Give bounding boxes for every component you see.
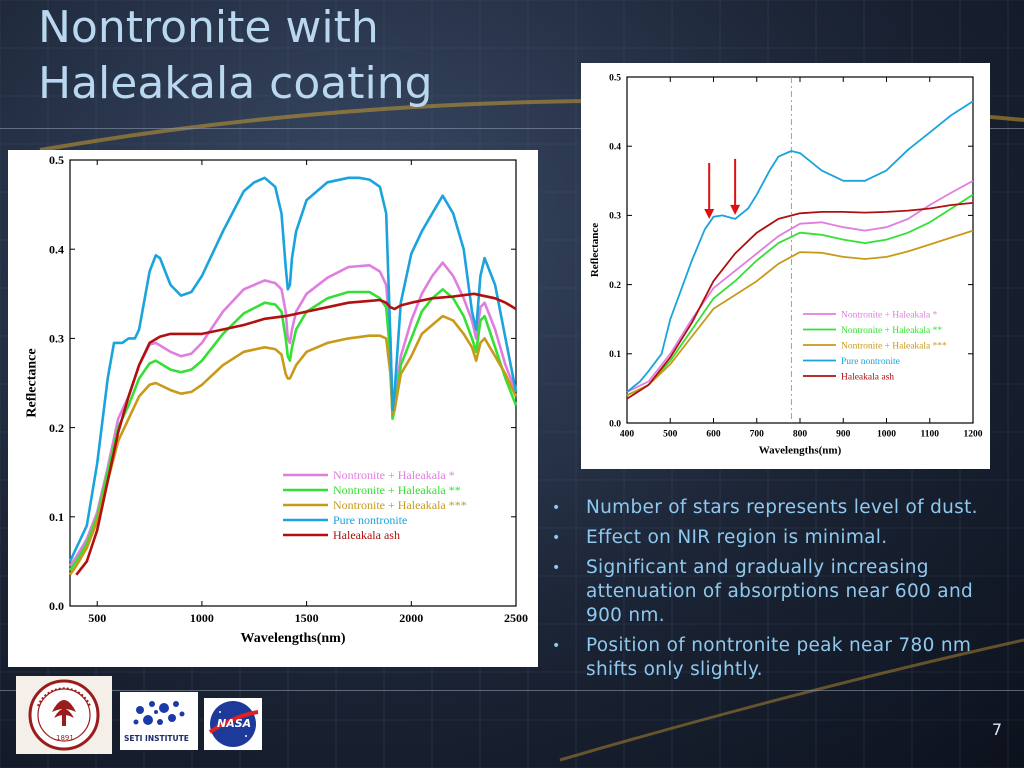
nasa-meatball-icon: NASA: [204, 698, 262, 750]
series-line: [626, 193, 974, 397]
reflectance-chart-visible-range: 400 500 600 700 800 900 1000 1100 1200 0.0 0.1 0.2 0…: [581, 63, 990, 469]
nasa-label: NASA: [217, 717, 252, 730]
y-tick-label: 0.2: [609, 281, 621, 291]
x-tick-label: 2500: [504, 611, 528, 625]
y-axis-label: Reflectance: [589, 223, 601, 277]
bullet-item: Significant and gradually increasing att…: [552, 556, 1002, 628]
legend-label: Pure nontronite: [841, 357, 900, 367]
x-tick-label: 700: [750, 430, 765, 440]
x-tick-label: 1100: [921, 430, 940, 440]
stanford-seal-icon: 1891: [16, 676, 112, 754]
x-tick-label: 600: [706, 430, 721, 440]
y-tick-label: 0.2: [49, 421, 64, 435]
y-tick-label: 0.5: [609, 73, 621, 83]
x-tick-label: 1500: [295, 611, 319, 625]
legend-label: Nontronite + Haleakala *: [333, 468, 455, 482]
legend-label: Nontronite + Haleakala ***: [333, 498, 467, 512]
y-tick-label: 0.1: [609, 350, 621, 360]
divider-bottom: [0, 690, 1024, 691]
x-tick-label: 1000: [190, 611, 214, 625]
reflectance-chart-full-range: 500 1000 1500 2000 2500 0.0 0.1 0.2 0.3 0.4 0.5 Wav…: [8, 150, 538, 667]
plot-frame: [69, 159, 517, 607]
series-line: [75, 292, 517, 576]
x-tick-label: 2000: [399, 611, 423, 625]
y-tick-label: 0.0: [49, 599, 64, 613]
legend-label: Nontronite + Haleakala ***: [841, 341, 947, 351]
divider-top: [0, 128, 1024, 129]
y-tick-label: 0.3: [609, 212, 621, 222]
bullet-item: Effect on NIR region is minimal.: [552, 526, 1002, 550]
stanford-year-label: 1891: [56, 734, 74, 742]
x-axis-label: Wavelengths(nm): [241, 631, 346, 646]
reflectance-chart-full-range-svg: 500 1000 1500 2000 2500 0.0 0.1 0.2 0.3 0.4 0.5 Wav…: [25, 153, 528, 646]
x-tick-label: 500: [88, 611, 106, 625]
y-axis-label: Reflectance: [25, 348, 40, 417]
y-tick-label: 0.1: [49, 510, 64, 524]
legend-label: Haleakala ash: [333, 528, 400, 542]
y-tick-label: 0.4: [609, 143, 621, 153]
seti-institute-label: SETI INSTITUTE: [124, 734, 189, 743]
series-line: [626, 202, 974, 400]
legend-label: Nontronite + Haleakala *: [841, 310, 938, 320]
x-tick-label: 1200: [964, 430, 983, 440]
series-line: [68, 314, 518, 576]
absorption-arrowhead: [704, 209, 715, 220]
reflectance-chart-visible-range-svg: 400 500 600 700 800 900 1000 1100 1200 0.0 0.1 0.2 0…: [589, 73, 983, 457]
x-tick-label: 1000: [877, 430, 896, 440]
x-axis-label: Wavelengths(nm): [759, 445, 842, 457]
series-line: [626, 100, 974, 393]
x-tick-label: 800: [793, 430, 808, 440]
bullet-list: Number of stars represents level of dust…: [552, 496, 1002, 688]
bullet-item: Number of stars represents level of dust…: [552, 496, 1002, 520]
seti-institute-icon: SETI INSTITUTE: [120, 692, 198, 750]
plot-frame: [626, 76, 974, 424]
series-line: [626, 229, 974, 397]
legend-label: Pure nontronite: [333, 513, 407, 527]
x-tick-label: 500: [663, 430, 678, 440]
y-tick-label: 0.0: [609, 419, 621, 429]
legend-label: Nontronite + Haleakala **: [841, 326, 942, 336]
y-tick-label: 0.4: [49, 242, 64, 256]
x-tick-label: 400: [620, 430, 635, 440]
bullet-item: Position of nontronite peak near 780 nm …: [552, 634, 1002, 682]
x-tick-label: 900: [836, 430, 851, 440]
page-number: 7: [991, 720, 1002, 739]
series-line: [68, 176, 518, 562]
legend-label: Nontronite + Haleakala **: [333, 483, 461, 497]
legend-label: Haleakala ash: [841, 372, 894, 382]
y-tick-label: 0.5: [49, 153, 64, 167]
slide-title: Nontronite with Haleakala coating: [38, 2, 433, 109]
series-line: [626, 180, 974, 393]
series-line: [68, 288, 518, 572]
absorption-arrowhead: [730, 204, 741, 215]
y-tick-label: 0.3: [49, 332, 64, 346]
